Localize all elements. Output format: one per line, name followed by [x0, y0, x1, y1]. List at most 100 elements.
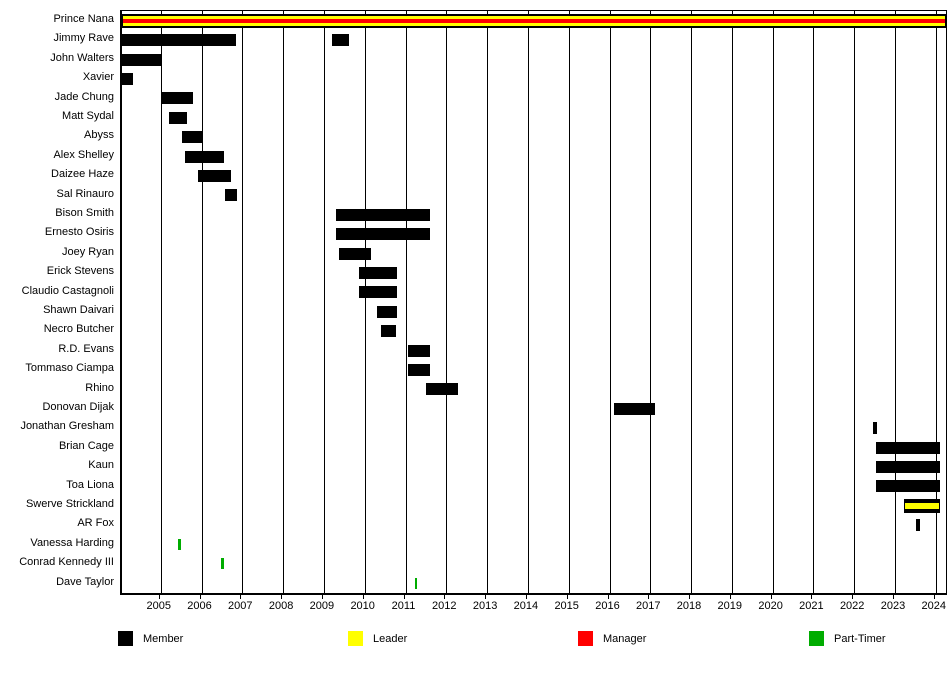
year-gridline [935, 11, 937, 593]
row-label: Abyss [84, 129, 114, 142]
legend-label: Member [143, 633, 184, 645]
x-tick-mark [444, 594, 446, 599]
gantt-bar [904, 498, 940, 513]
x-tick-mark [321, 594, 323, 599]
row-label: Erick Stevens [46, 265, 114, 278]
gantt-bar [162, 92, 194, 105]
gantt-bar [873, 422, 878, 435]
year-gridline [405, 11, 407, 593]
x-tick-label: 2023 [880, 600, 906, 612]
gantt-bar [875, 460, 940, 473]
row-label: Conrad Kennedy III [19, 556, 114, 569]
gantt-bar [197, 169, 231, 182]
x-tick-label: 2021 [799, 600, 824, 612]
legend-swatch-member [118, 631, 133, 646]
manager-stripe [123, 18, 945, 23]
row-label: Dave Taylor [56, 575, 114, 588]
x-tick-mark [199, 594, 201, 599]
gantt-bar [182, 131, 203, 144]
x-tick-label: 2015 [554, 600, 579, 612]
row-label: AR Fox [77, 517, 114, 530]
x-tick-mark [158, 594, 160, 599]
gantt-bar [377, 305, 397, 318]
year-gridline [895, 11, 896, 593]
x-tick-label: 2012 [432, 600, 457, 612]
x-tick-label: 2008 [268, 600, 294, 612]
gantt-bar [916, 519, 921, 532]
row-label: Kaun [88, 459, 114, 472]
x-tick-mark [362, 594, 364, 599]
gantt-bar [414, 577, 418, 589]
row-label: R.D. Evans [58, 342, 114, 355]
gantt-bar [336, 208, 430, 221]
x-tick-label: 2017 [636, 600, 661, 612]
x-tick-mark [648, 594, 650, 599]
x-tick-label: 2020 [758, 600, 783, 612]
x-tick-label: 2024 [921, 600, 947, 612]
row-label: Joey Ryan [62, 245, 114, 258]
gantt-bar [359, 286, 397, 299]
gantt-bar [168, 111, 188, 124]
year-gridline [446, 11, 448, 593]
x-tick-mark [811, 594, 813, 599]
gantt-bar [614, 402, 656, 415]
x-tick-label: 2019 [717, 600, 743, 612]
gantt-bar [875, 480, 940, 493]
row-label: Alex Shelley [53, 148, 114, 161]
x-tick-label: 2009 [309, 600, 335, 612]
row-label: Brian Cage [58, 439, 114, 452]
leader-stripe [123, 15, 945, 26]
year-gridline [201, 11, 203, 593]
x-tick-label: 2005 [146, 600, 172, 612]
gantt-bar [122, 53, 162, 66]
year-gridline [609, 11, 611, 593]
x-tick-mark [852, 594, 854, 599]
x-tick-mark [607, 594, 609, 599]
row-label: Bison Smith [55, 207, 114, 219]
legend-swatch-manager [578, 631, 593, 646]
row-label: Sal Rinauro [56, 187, 114, 200]
year-gridline [527, 11, 529, 593]
row-label: Jade Chung [54, 90, 114, 103]
gantt-bar [224, 189, 237, 202]
row-label: Jimmy Rave [53, 32, 114, 45]
gantt-bar [381, 325, 396, 338]
year-gridline [242, 11, 244, 593]
row-label: Vanessa Harding [30, 536, 114, 549]
gantt-bar [122, 34, 237, 47]
row-label: Xavier [82, 71, 114, 84]
legend-label: Part-Timer [834, 633, 886, 645]
gantt-bar [359, 266, 397, 279]
gantt-bar [332, 34, 350, 47]
year-gridline [364, 11, 366, 593]
x-tick-mark [689, 594, 690, 599]
year-gridline [323, 11, 325, 593]
year-gridline [650, 11, 652, 593]
x-tick-label: 2018 [676, 600, 702, 612]
row-label: Necro Butcher [43, 323, 114, 336]
row-label: Shawn Daivari [43, 304, 114, 316]
gantt-bar [336, 228, 430, 241]
x-tick-label: 2013 [472, 600, 498, 612]
row-label: Prince Nana [53, 13, 114, 25]
gantt-bar [122, 13, 946, 28]
row-label: Matt Sydal [62, 110, 114, 122]
x-tick-label: 2022 [839, 600, 865, 612]
year-gridline [854, 11, 856, 593]
year-gridline [487, 11, 489, 593]
row-label: Daizee Haze [51, 168, 114, 181]
year-gridline [772, 11, 774, 593]
x-tick-mark [729, 594, 731, 599]
leader-stripe [905, 502, 939, 509]
legend-swatch-leader [348, 631, 363, 646]
x-tick-mark [933, 594, 935, 599]
x-tick-mark [893, 594, 894, 599]
gantt-bar [426, 383, 458, 396]
legend-swatch-part_timer [809, 631, 824, 646]
x-tick-mark [566, 594, 568, 599]
x-tick-label: 2007 [228, 600, 253, 612]
gantt-bar [408, 363, 430, 376]
legend-label: Manager [603, 633, 647, 645]
year-gridline [283, 11, 285, 593]
gantt-bar [177, 539, 181, 550]
